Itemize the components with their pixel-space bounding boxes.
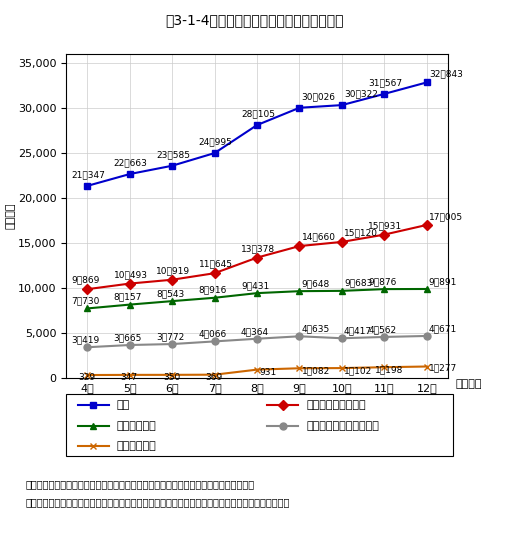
Text: 4，417: 4，417 bbox=[344, 327, 372, 335]
Y-axis label: （億円）: （億円） bbox=[5, 202, 15, 230]
Text: 国立大学経費: 国立大学経費 bbox=[117, 421, 156, 431]
Text: 8，543: 8，543 bbox=[156, 289, 184, 298]
Text: 9，431: 9，431 bbox=[241, 281, 269, 290]
Text: 23，585: 23，585 bbox=[156, 151, 190, 159]
Text: 24，995: 24，995 bbox=[199, 138, 233, 147]
Text: 10，919: 10，919 bbox=[156, 266, 190, 275]
Text: 3，772: 3，772 bbox=[156, 332, 184, 341]
Text: 8，916: 8，916 bbox=[199, 286, 227, 295]
Text: 助成費・政府出資金: 助成費・政府出資金 bbox=[306, 400, 365, 410]
Text: 15，931: 15，931 bbox=[368, 221, 402, 230]
Text: 350: 350 bbox=[163, 373, 180, 382]
FancyBboxPatch shape bbox=[66, 394, 453, 456]
Text: 1，198: 1，198 bbox=[375, 366, 403, 374]
Text: 3，665: 3，665 bbox=[114, 333, 142, 342]
Text: 国立試験研究機関等経費: 国立試験研究機関等経費 bbox=[306, 421, 379, 431]
Text: 行政費その他: 行政費その他 bbox=[117, 441, 156, 451]
Text: 4，066: 4，066 bbox=[199, 330, 227, 339]
Text: 22，663: 22，663 bbox=[114, 159, 148, 168]
Text: 1，082: 1，082 bbox=[301, 367, 330, 375]
Text: 9，683: 9，683 bbox=[344, 279, 373, 288]
Text: 3，419: 3，419 bbox=[71, 335, 100, 345]
Text: 9，648: 9，648 bbox=[301, 279, 330, 288]
Text: （年度）: （年度） bbox=[456, 379, 482, 389]
Text: 4，635: 4，635 bbox=[301, 325, 330, 334]
Text: 注）　１．助成費・政府出資金は、補助金のほか、委託費、出資金、分担金等を含む。: 注） １．助成費・政府出資金は、補助金のほか、委託費、出資金、分担金等を含む。 bbox=[25, 480, 254, 490]
Text: 21，347: 21，347 bbox=[71, 171, 105, 180]
Text: 15，120: 15，120 bbox=[344, 228, 378, 238]
Text: 329: 329 bbox=[78, 373, 95, 382]
Text: 30，026: 30，026 bbox=[301, 92, 335, 102]
Text: 30，322: 30，322 bbox=[344, 90, 378, 99]
Text: 1，277: 1，277 bbox=[429, 364, 457, 373]
Text: 347: 347 bbox=[121, 373, 137, 382]
Text: 28，105: 28，105 bbox=[241, 110, 275, 119]
Text: 931: 931 bbox=[259, 368, 276, 377]
Text: 17，005: 17，005 bbox=[429, 212, 463, 221]
Text: ２．科学技術基本計画の策定を踏まえ、平成８年度以降、対象経費の範囲が見直されている。: ２．科学技術基本計画の策定を踏まえ、平成８年度以降、対象経費の範囲が見直されてい… bbox=[25, 497, 290, 507]
Text: 9，891: 9，891 bbox=[429, 278, 457, 287]
Text: 11，645: 11，645 bbox=[199, 260, 233, 269]
Text: 4，562: 4，562 bbox=[368, 325, 397, 334]
Text: 10，493: 10，493 bbox=[114, 270, 148, 279]
Text: 1，102: 1，102 bbox=[344, 366, 372, 375]
Text: 32，843: 32，843 bbox=[429, 69, 463, 78]
Text: 9，876: 9，876 bbox=[368, 277, 397, 286]
Text: 4，364: 4，364 bbox=[241, 327, 269, 336]
Text: 第3-1-4図　科学技術関係経費の項目別推移: 第3-1-4図 科学技術関係経費の項目別推移 bbox=[165, 14, 344, 28]
Text: 8，157: 8，157 bbox=[114, 293, 142, 301]
Text: 9，869: 9，869 bbox=[71, 276, 100, 285]
Text: 14，660: 14，660 bbox=[301, 233, 335, 241]
Text: 総額: 総額 bbox=[117, 400, 130, 410]
Text: 4，671: 4，671 bbox=[429, 325, 457, 334]
Text: 369: 369 bbox=[205, 373, 222, 382]
Text: 31，567: 31，567 bbox=[368, 79, 402, 87]
Text: 7，730: 7，730 bbox=[71, 296, 100, 305]
Text: 13，378: 13，378 bbox=[241, 244, 275, 253]
